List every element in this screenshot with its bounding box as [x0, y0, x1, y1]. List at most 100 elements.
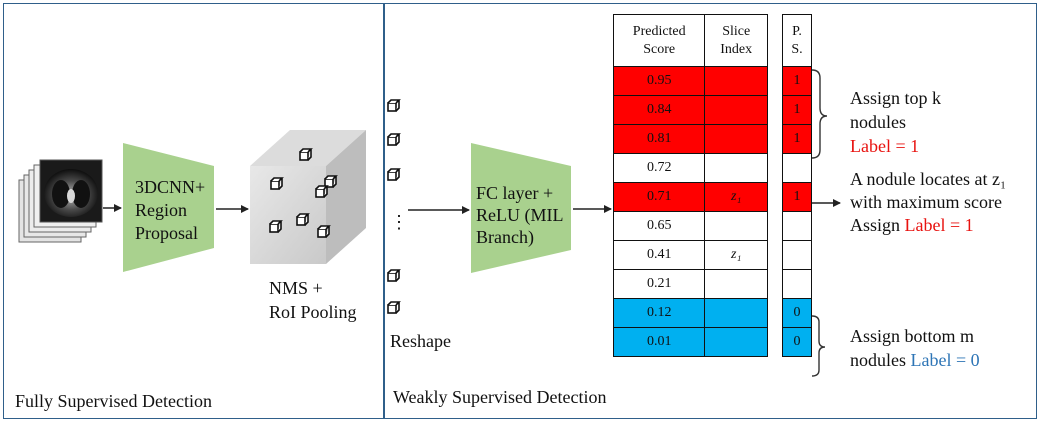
top-k-line-2: nodules	[850, 112, 906, 132]
score-table-row: 0.01	[612, 327, 768, 357]
slice-index-cell	[704, 95, 768, 125]
predicted-score-cell: 0.72	[612, 153, 706, 183]
weakly-supervised-panel	[383, 3, 1037, 419]
ps-table-row: 1	[782, 95, 812, 125]
fully-supervised-panel	[3, 3, 385, 419]
region-proposal-line-2: Region	[135, 200, 187, 220]
score-table-row: 0.41 z₁	[612, 240, 768, 270]
slice-index-cell: z₁	[704, 182, 768, 212]
ps-cell: 1	[782, 95, 812, 125]
fc-line-2: ReLU (MIL	[476, 205, 564, 225]
max-score-label: Label = 1	[904, 215, 974, 235]
ps-header-line-1: P.	[792, 23, 802, 39]
predicted-score-cell: 0.12	[612, 298, 706, 328]
ps-cell: 0	[782, 298, 812, 328]
slice-index-cell	[704, 124, 768, 154]
top-k-label: Label = 1	[850, 136, 920, 156]
score-table-header: Predicted Score Slice Index	[612, 14, 768, 67]
ct-scan-stack-icon	[18, 159, 103, 243]
score-table-row: 0.21	[612, 269, 768, 299]
score-table-row: 0.65	[612, 211, 768, 241]
ps-cell	[782, 269, 812, 299]
ps-table-row	[782, 211, 812, 241]
predicted-score-header-line-2: Score	[643, 41, 676, 57]
slice-index-cell	[704, 269, 768, 299]
nms-label: NMS + RoI Pooling	[269, 276, 357, 324]
fc-line-1: FC layer +	[476, 183, 554, 203]
predicted-score-header-line-1: Predicted	[632, 23, 686, 39]
region-proposal-line-1: 3DCNN+	[135, 177, 206, 197]
slice-index-cell	[704, 298, 768, 328]
reshape-box-icons	[387, 99, 401, 314]
ps-cell: 0	[782, 327, 812, 357]
score-table-row: 0.71 z₁	[612, 182, 768, 212]
bottom-m-nodules: nodules	[850, 350, 911, 370]
fc-layer-block	[471, 143, 571, 273]
ps-table-row	[782, 269, 812, 299]
ps-cell	[782, 153, 812, 183]
proposal-box-icons	[269, 148, 338, 238]
slice-index-cell: z₁	[704, 240, 768, 270]
ps-cell	[782, 211, 812, 241]
bottom-m-brace	[811, 315, 826, 377]
fc-line-3: Branch)	[476, 227, 534, 247]
slice-index-cell	[704, 327, 768, 357]
ps-header-line-2: S.	[791, 41, 803, 57]
score-table-row: 0.95	[612, 66, 768, 96]
weakly-supervised-caption: Weakly Supervised Detection	[393, 387, 607, 407]
predicted-score-cell: 0.95	[612, 66, 706, 96]
ps-cell: 1	[782, 182, 812, 212]
max-score-annotation: A nodule locates at z₁ with maximum scor…	[850, 168, 1006, 237]
predicted-score-cell: 0.21	[612, 269, 706, 299]
ps-table-row: 0	[782, 298, 812, 328]
score-table-row: 0.81	[612, 124, 768, 154]
ps-header: P. S.	[782, 14, 812, 67]
ps-table-row: 1	[782, 124, 812, 154]
bottom-m-label: Label = 0	[910, 350, 980, 370]
slice-index-header-line-1: Slice	[722, 23, 751, 39]
score-table-row: 0.72	[612, 153, 768, 183]
predicted-score-cell: 0.01	[612, 327, 706, 357]
region-proposal-block	[123, 143, 214, 272]
predicted-score-cell: 0.84	[612, 95, 706, 125]
ps-table-row: 1	[782, 66, 812, 96]
score-table-row: 0.84	[612, 95, 768, 125]
max-score-line-2: with maximum score	[850, 192, 1002, 212]
ps-table-header: P. S.	[782, 14, 812, 67]
nms-line-1: NMS +	[269, 278, 323, 298]
reshape-label: Reshape	[390, 331, 451, 351]
top-k-brace	[811, 69, 828, 159]
max-score-line-3: Assign Label = 1	[850, 214, 1006, 237]
bottom-m-line-1: Assign bottom m	[850, 326, 975, 346]
region-proposal-label: 3DCNN+ Region Proposal	[135, 176, 205, 245]
top-k-annotation: Assign top k nodules Label = 1	[850, 86, 941, 158]
bottom-m-annotation: Assign bottom m nodules Label = 0	[850, 324, 980, 372]
nms-line-2: RoI Pooling	[269, 302, 357, 322]
predicted-score-cell: 0.71	[612, 182, 706, 212]
slice-index-header-line-2: Index	[720, 41, 753, 57]
slice-index-header: Slice Index	[704, 14, 768, 67]
slice-index-cell	[704, 211, 768, 241]
ellipsis-glyph: ⋮	[390, 212, 408, 232]
ps-table-row	[782, 240, 812, 270]
fc-layer-label: FC layer + ReLU (MIL Branch)	[476, 182, 563, 248]
region-proposal-line-3: Proposal	[135, 223, 198, 243]
score-table: Predicted Score Slice Index 0.95 0.84 0.81…	[612, 14, 768, 357]
ps-table-row	[782, 153, 812, 183]
feature-volume-cube	[250, 130, 366, 264]
ps-table-row: 0	[782, 327, 812, 357]
top-k-line-1: Assign top k	[850, 88, 942, 108]
ps-table-row: 1	[782, 182, 812, 212]
ps-cell	[782, 240, 812, 270]
score-table-row: 0.12	[612, 298, 768, 328]
predicted-score-cell: 0.81	[612, 124, 706, 154]
max-score-assign: Assign	[850, 215, 905, 235]
slice-index-cell	[704, 66, 768, 96]
bottom-m-line-2: nodules Label = 0	[850, 348, 980, 372]
predicted-score-cell: 0.41	[612, 240, 706, 270]
predicted-score-cell: 0.65	[612, 211, 706, 241]
ps-cell: 1	[782, 124, 812, 154]
